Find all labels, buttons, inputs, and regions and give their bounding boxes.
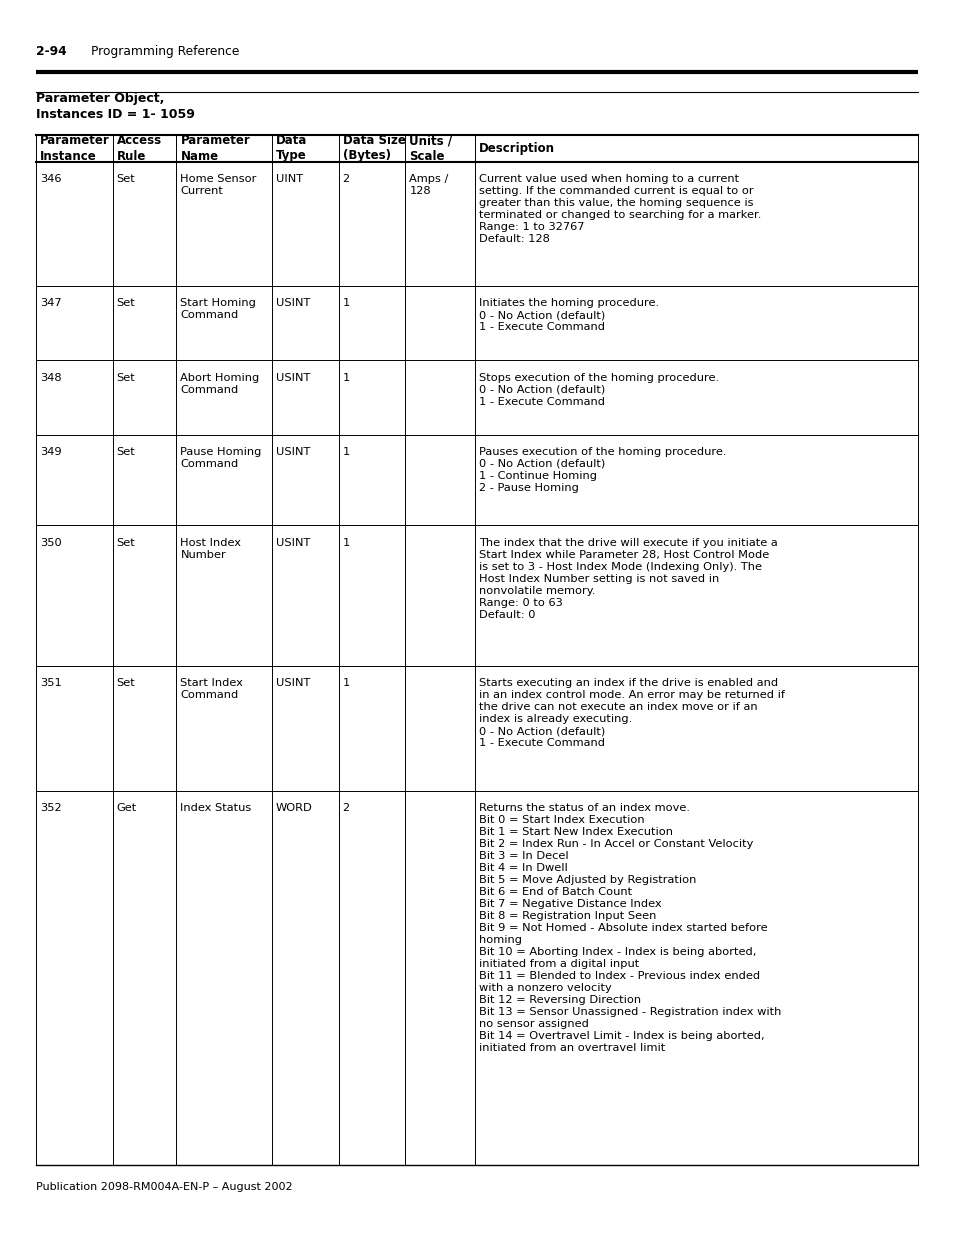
Text: Parameter: Parameter	[40, 135, 110, 147]
Text: (Bytes): (Bytes)	[342, 149, 391, 163]
Text: 347: 347	[40, 299, 62, 309]
Text: Get: Get	[116, 803, 136, 813]
Text: Data Size: Data Size	[342, 135, 405, 147]
Text: 1: 1	[342, 447, 350, 457]
Text: Host Index
Number: Host Index Number	[180, 537, 241, 559]
Text: 1: 1	[342, 373, 350, 383]
Text: Set: Set	[116, 373, 135, 383]
Text: Instance: Instance	[40, 149, 97, 163]
Text: Rule: Rule	[116, 149, 146, 163]
Text: USINT: USINT	[275, 373, 310, 383]
Text: USINT: USINT	[275, 678, 310, 688]
Text: Parameter: Parameter	[180, 135, 250, 147]
Text: Type: Type	[275, 149, 306, 163]
Text: 2: 2	[342, 803, 350, 813]
Text: 1: 1	[342, 299, 350, 309]
Text: 351: 351	[40, 678, 62, 688]
Text: Data: Data	[275, 135, 307, 147]
Text: USINT: USINT	[275, 447, 310, 457]
Text: 1: 1	[342, 537, 350, 547]
Text: Set: Set	[116, 537, 135, 547]
Text: Index Status: Index Status	[180, 803, 252, 813]
Text: 1: 1	[342, 678, 350, 688]
Text: Description: Description	[478, 142, 555, 156]
Text: Scale: Scale	[409, 149, 444, 163]
Text: USINT: USINT	[275, 537, 310, 547]
Text: Set: Set	[116, 447, 135, 457]
Text: 352: 352	[40, 803, 62, 813]
Text: Current value used when homing to a current
setting. If the commanded current is: Current value used when homing to a curr…	[478, 174, 760, 245]
Text: Home Sensor
Current: Home Sensor Current	[180, 174, 256, 196]
Text: Stops execution of the homing procedure.
0 - No Action (default)
1 - Execute Com: Stops execution of the homing procedure.…	[478, 373, 719, 406]
Text: The index that the drive will execute if you initiate a
Start Index while Parame: The index that the drive will execute if…	[478, 537, 777, 620]
Text: Access: Access	[116, 135, 161, 147]
Text: Pause Homing
Command: Pause Homing Command	[180, 447, 261, 469]
Text: Amps /
128: Amps / 128	[409, 174, 448, 196]
Text: Set: Set	[116, 678, 135, 688]
Text: Pauses execution of the homing procedure.
0 - No Action (default)
1 - Continue H: Pauses execution of the homing procedure…	[478, 447, 726, 493]
Text: 348: 348	[40, 373, 62, 383]
Text: Set: Set	[116, 174, 135, 184]
Text: 349: 349	[40, 447, 62, 457]
Text: Returns the status of an index move.
Bit 0 = Start Index Execution
Bit 1 = Start: Returns the status of an index move. Bit…	[478, 803, 781, 1052]
Text: Instances ID = 1- 1059: Instances ID = 1- 1059	[36, 107, 195, 121]
Text: 350: 350	[40, 537, 62, 547]
Text: Start Homing
Command: Start Homing Command	[180, 299, 256, 320]
Text: Parameter Object,: Parameter Object,	[36, 91, 165, 105]
Text: 346: 346	[40, 174, 62, 184]
Text: Programming Reference: Programming Reference	[91, 44, 239, 58]
Text: Units /: Units /	[409, 135, 452, 147]
Text: 2: 2	[342, 174, 350, 184]
Text: 2-94: 2-94	[36, 44, 67, 58]
Text: Name: Name	[180, 149, 218, 163]
Text: Publication 2098-RM004A-EN-P – August 2002: Publication 2098-RM004A-EN-P – August 20…	[36, 1182, 293, 1192]
Text: WORD: WORD	[275, 803, 313, 813]
Text: Abort Homing
Command: Abort Homing Command	[180, 373, 259, 394]
Text: USINT: USINT	[275, 299, 310, 309]
Text: Initiates the homing procedure.
0 - No Action (default)
1 - Execute Command: Initiates the homing procedure. 0 - No A…	[478, 299, 659, 332]
Text: Set: Set	[116, 299, 135, 309]
Text: Starts executing an index if the drive is enabled and
in an index control mode. : Starts executing an index if the drive i…	[478, 678, 784, 748]
Text: UINT: UINT	[275, 174, 303, 184]
Text: Start Index
Command: Start Index Command	[180, 678, 243, 700]
